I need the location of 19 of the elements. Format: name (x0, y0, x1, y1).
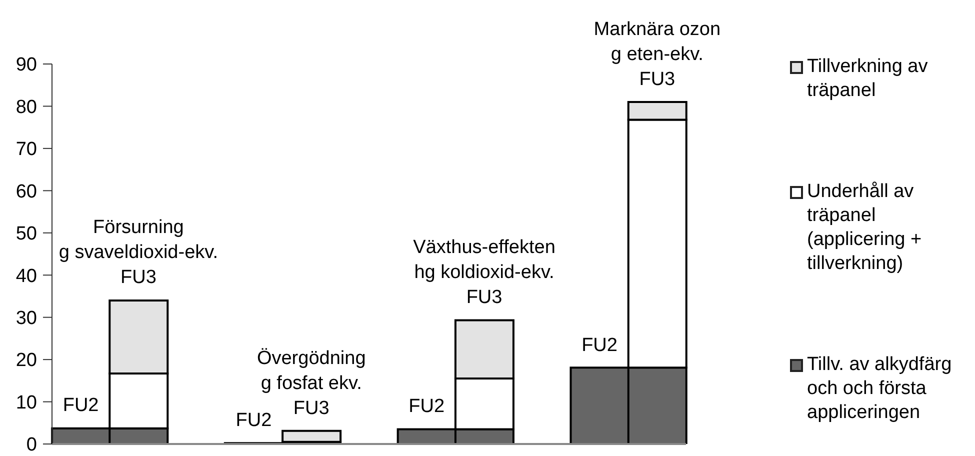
annotation: Växthus-effekten hg koldioxid-ekv. FU3 (413, 236, 556, 310)
y-tick-label: 0 (26, 434, 37, 456)
legend-label: Tillverkning av träpanel (807, 55, 929, 103)
y-tick-label: 60 (16, 181, 37, 202)
y-tick-label: 50 (16, 224, 37, 245)
y-tick-label: 70 (16, 139, 37, 160)
annotation: FU2 (408, 395, 445, 420)
y-tick-label: 40 (16, 266, 37, 287)
annotation: FU2 (582, 334, 618, 358)
y-tick-label: 80 (16, 96, 37, 118)
y-tick-label: 20 (16, 350, 37, 372)
annotation: Marknära ozon g eten-ekv. FU3 (594, 18, 721, 92)
y-tick-label: 90 (16, 54, 37, 76)
annotation: FU2 (62, 394, 99, 418)
y-tick-label: 30 (16, 308, 37, 329)
legend-label: Tillv. av alkydfärg och och första appliceringen (807, 353, 953, 425)
text: Underhåll av träpanel (applicering + tillverkning) (807, 180, 923, 276)
annotation: Försurning g svaveldioxid-ekv. FU3 (58, 216, 218, 290)
y-tick-label: 10 (16, 392, 37, 414)
